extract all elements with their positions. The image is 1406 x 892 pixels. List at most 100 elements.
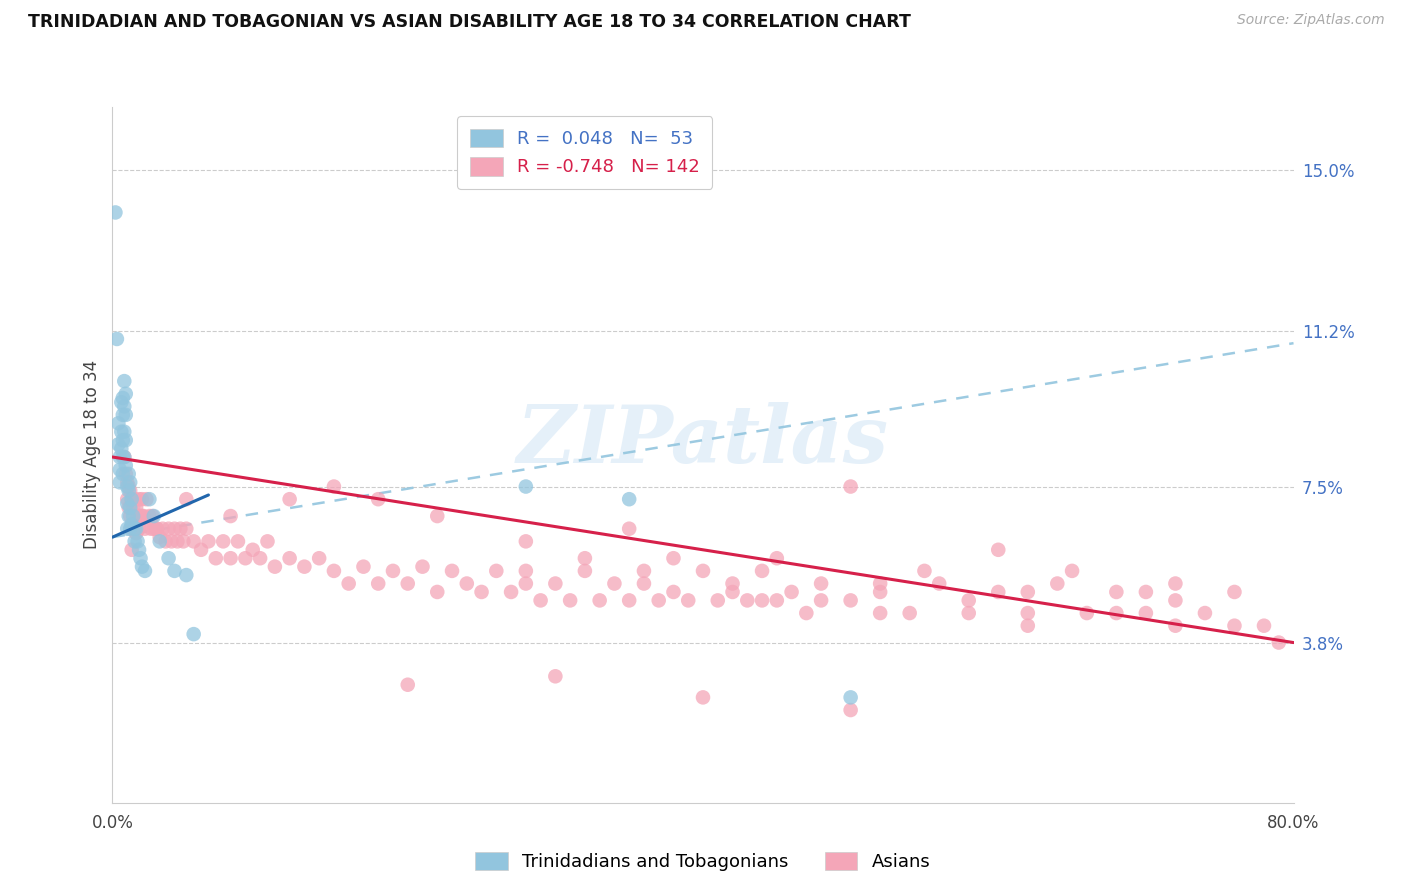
Point — [157, 522, 180, 536]
Point — [141, 509, 163, 524]
Point — [1223, 585, 1246, 599]
Point — [172, 534, 194, 549]
Point — [120, 509, 142, 524]
Point — [190, 542, 212, 557]
Point — [337, 576, 360, 591]
Point — [1135, 585, 1157, 599]
Point — [112, 450, 135, 464]
Point — [226, 534, 249, 549]
Point — [766, 551, 789, 566]
Point — [125, 525, 148, 540]
Point — [1268, 635, 1291, 649]
Point — [1194, 606, 1216, 620]
Point — [367, 576, 389, 591]
Point — [1135, 606, 1157, 620]
Point — [138, 509, 160, 524]
Point — [120, 522, 142, 536]
Point — [124, 522, 146, 536]
Point — [501, 585, 523, 599]
Point — [721, 576, 744, 591]
Point — [233, 551, 256, 566]
Point — [869, 606, 891, 620]
Point — [129, 551, 152, 566]
Point — [1164, 593, 1187, 607]
Point — [515, 479, 537, 493]
Point — [108, 475, 131, 490]
Point — [131, 492, 153, 507]
Point — [515, 564, 537, 578]
Point — [426, 509, 449, 524]
Point — [127, 509, 149, 524]
Point — [117, 492, 138, 507]
Point — [146, 522, 169, 536]
Point — [242, 542, 264, 557]
Point — [869, 576, 891, 591]
Point — [114, 467, 136, 481]
Point — [107, 437, 129, 451]
Point — [737, 593, 759, 607]
Point — [839, 479, 862, 493]
Point — [112, 400, 135, 414]
Point — [134, 564, 156, 578]
Point — [574, 551, 596, 566]
Point — [957, 593, 980, 607]
Point — [135, 492, 157, 507]
Point — [117, 475, 138, 490]
Point — [139, 522, 162, 536]
Point — [678, 593, 700, 607]
Point — [396, 678, 419, 692]
Point — [174, 492, 197, 507]
Point — [839, 593, 862, 607]
Point — [127, 534, 149, 549]
Point — [441, 564, 464, 578]
Point — [183, 627, 205, 641]
Point — [411, 559, 433, 574]
Point — [155, 534, 177, 549]
Point — [110, 425, 132, 439]
Y-axis label: Disability Age 18 to 34: Disability Age 18 to 34 — [83, 360, 101, 549]
Legend: R =  0.048   N=  53, R = -0.748   N= 142: R = 0.048 N= 53, R = -0.748 N= 142 — [457, 116, 713, 189]
Point — [124, 492, 146, 507]
Point — [396, 576, 419, 591]
Point — [647, 593, 671, 607]
Point — [212, 534, 235, 549]
Point — [323, 479, 346, 493]
Point — [118, 479, 141, 493]
Point — [662, 551, 685, 566]
Point — [117, 496, 138, 510]
Point — [183, 534, 205, 549]
Legend: Trinidadians and Tobagonians, Asians: Trinidadians and Tobagonians, Asians — [468, 845, 938, 879]
Point — [1046, 576, 1069, 591]
Point — [132, 509, 155, 524]
Point — [114, 408, 136, 422]
Point — [751, 564, 773, 578]
Point — [110, 395, 132, 409]
Point — [1062, 564, 1084, 578]
Text: TRINIDADIAN AND TOBAGONIAN VS ASIAN DISABILITY AGE 18 TO 34 CORRELATION CHART: TRINIDADIAN AND TOBAGONIAN VS ASIAN DISA… — [28, 13, 911, 31]
Point — [619, 522, 641, 536]
Point — [456, 576, 478, 591]
Point — [264, 559, 287, 574]
Point — [111, 391, 134, 405]
Point — [1105, 585, 1128, 599]
Point — [588, 593, 610, 607]
Point — [839, 703, 862, 717]
Point — [121, 492, 143, 507]
Point — [149, 530, 172, 544]
Point — [163, 522, 186, 536]
Text: Source: ZipAtlas.com: Source: ZipAtlas.com — [1237, 13, 1385, 28]
Point — [706, 593, 728, 607]
Point — [426, 585, 449, 599]
Point — [928, 576, 950, 591]
Point — [174, 568, 197, 582]
Point — [1223, 618, 1246, 632]
Point — [219, 551, 242, 566]
Point — [278, 492, 301, 507]
Point — [124, 534, 146, 549]
Point — [1164, 618, 1187, 632]
Point — [146, 522, 169, 536]
Point — [128, 522, 150, 536]
Point — [122, 522, 145, 536]
Point — [125, 500, 148, 515]
Point — [125, 522, 148, 536]
